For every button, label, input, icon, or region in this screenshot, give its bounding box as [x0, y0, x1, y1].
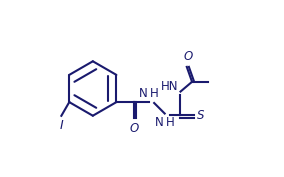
Text: I: I [59, 119, 63, 132]
Text: N: N [155, 116, 164, 129]
Text: O: O [183, 50, 193, 63]
Text: HN: HN [161, 80, 179, 93]
Text: H: H [150, 87, 158, 100]
Text: N: N [139, 87, 148, 100]
Text: S: S [197, 109, 205, 122]
Text: O: O [129, 122, 139, 135]
Text: H: H [166, 116, 174, 129]
